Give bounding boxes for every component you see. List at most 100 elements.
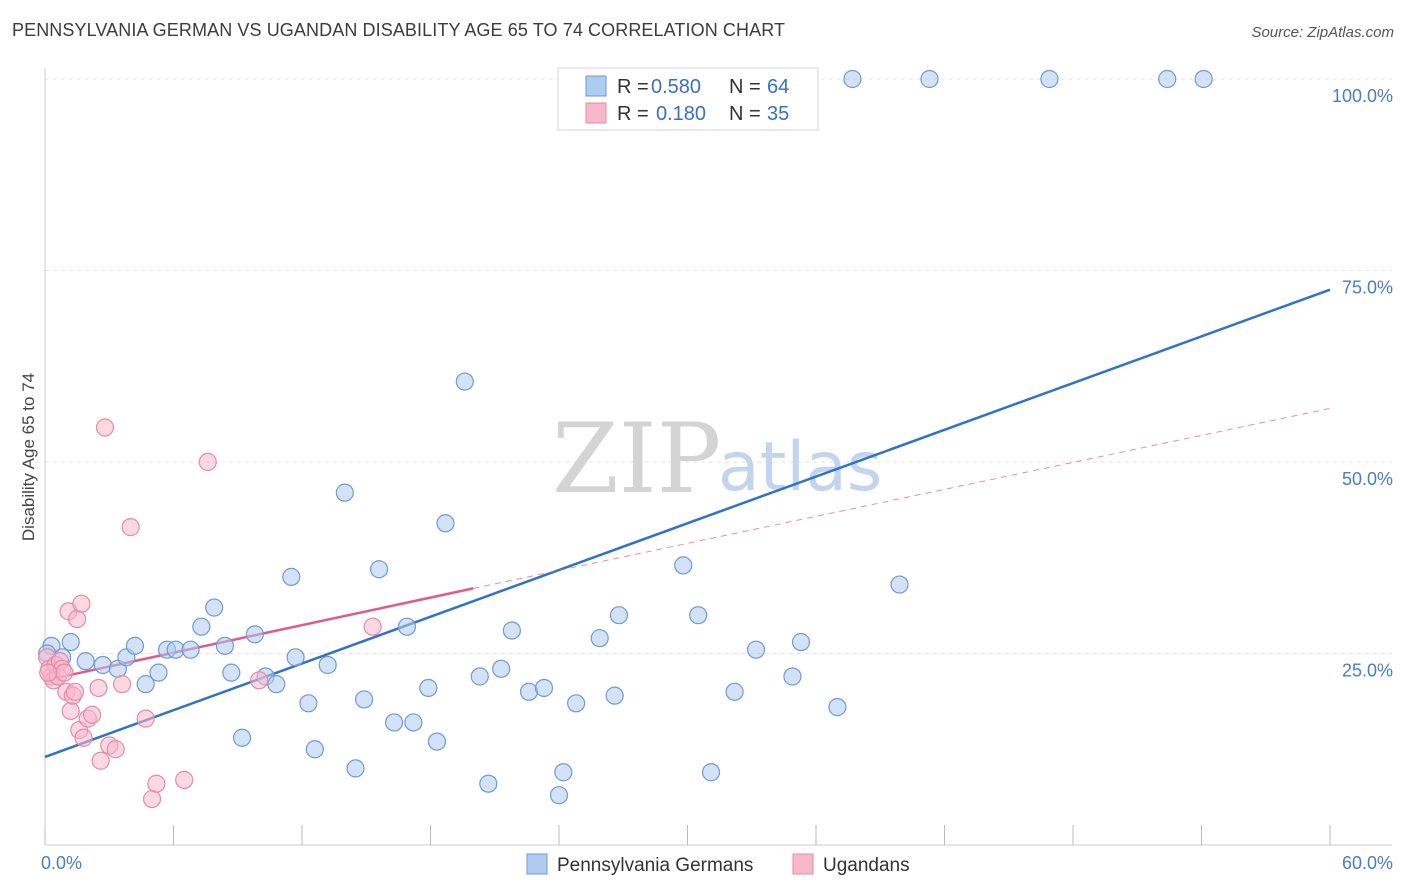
trend-line-ugandans-extended bbox=[473, 407, 1331, 589]
point-ugandans-25 bbox=[112, 675, 132, 694]
y-tick-label-3: 100.0% bbox=[1332, 86, 1393, 106]
point-pennsylvania-germans-41 bbox=[519, 682, 539, 701]
point-ugandans-27 bbox=[136, 709, 155, 728]
tick-labels: 25.0% 50.0% 75.0% 100.0% 0.0% 60.0% bbox=[41, 86, 1393, 873]
point-pennsylvania-germans-9 bbox=[149, 663, 168, 682]
point-ugandans-8 bbox=[55, 663, 74, 682]
point-pennsylvania-germans-62 bbox=[1194, 69, 1213, 89]
point-ugandans-14 bbox=[68, 609, 87, 629]
legend-r-value-2: 0.180 bbox=[656, 103, 706, 125]
point-pennsylvania-germans-37 bbox=[470, 667, 489, 686]
point-pennsylvania-germans-54 bbox=[783, 667, 802, 686]
point-pennsylvania-germans-28 bbox=[355, 690, 374, 709]
point-pennsylvania-germans-44 bbox=[549, 786, 569, 805]
point-ugandans-26 bbox=[121, 518, 140, 537]
axes bbox=[44, 68, 1392, 846]
point-pennsylvania-germans-39 bbox=[492, 659, 511, 678]
point-ugandans-13 bbox=[65, 682, 85, 701]
y-tick-label-0: 25.0% bbox=[1342, 661, 1393, 681]
point-pennsylvania-germans-21 bbox=[282, 567, 301, 587]
point-pennsylvania-germans-56 bbox=[828, 698, 847, 717]
chart-title: PENNSYLVANIA GERMAN VS UGANDAN DISABILIT… bbox=[12, 20, 786, 40]
point-pennsylvania-germans-42 bbox=[534, 678, 554, 698]
point-ugandans-31 bbox=[198, 452, 217, 472]
series-swatch-pennsylvania-germans bbox=[526, 853, 548, 875]
point-pennsylvania-germans-24 bbox=[305, 740, 324, 759]
watermark: ZIP atlas bbox=[552, 403, 882, 515]
point-pennsylvania-germans-26 bbox=[335, 483, 354, 502]
point-ugandans-32 bbox=[250, 671, 269, 690]
point-pennsylvania-germans-58 bbox=[890, 575, 909, 594]
point-pennsylvania-germans-3 bbox=[76, 652, 95, 671]
point-pennsylvania-germans-32 bbox=[404, 713, 423, 732]
correlation-legend: R = 0.580 N = 64 R = 0.180 N = 35 bbox=[557, 67, 819, 131]
point-pennsylvania-germans-38 bbox=[479, 774, 498, 793]
legend-swatch-pink bbox=[585, 102, 607, 124]
series-label-ugandans: Ugandans bbox=[823, 855, 910, 876]
point-pennsylvania-germans-51 bbox=[701, 763, 721, 782]
point-ugandans-11 bbox=[61, 701, 80, 721]
point-pennsylvania-germans-47 bbox=[605, 686, 624, 705]
y-tick-label-2: 75.0% bbox=[1342, 278, 1393, 298]
point-pennsylvania-germans-4 bbox=[93, 655, 112, 675]
point-pennsylvania-germans-25 bbox=[318, 655, 337, 675]
point-ugandans-22 bbox=[95, 418, 115, 437]
point-pennsylvania-germans-20 bbox=[267, 675, 286, 694]
point-pennsylvania-germans-22 bbox=[286, 648, 305, 667]
point-pennsylvania-germans-59 bbox=[920, 69, 939, 89]
point-pennsylvania-germans-40 bbox=[502, 621, 521, 640]
point-ugandans-29 bbox=[147, 774, 166, 793]
point-pennsylvania-germans-50 bbox=[689, 606, 708, 625]
trend-lines bbox=[44, 288, 1331, 759]
legend-swatch-blue bbox=[585, 75, 607, 97]
point-pennsylvania-germans-17 bbox=[232, 728, 252, 747]
legend-n-value-1: 64 bbox=[767, 76, 789, 98]
watermark-zip: ZIP bbox=[552, 403, 721, 515]
point-ugandans-17 bbox=[74, 728, 93, 747]
point-pennsylvania-germans-14 bbox=[205, 598, 224, 617]
watermark-atlas: atlas bbox=[718, 428, 882, 507]
legend-n-value-2: 35 bbox=[767, 103, 789, 125]
series-label-pennsylvania-germans: Pennsylvania Germans bbox=[557, 855, 753, 876]
point-pennsylvania-germans-61 bbox=[1158, 69, 1177, 89]
gridlines bbox=[45, 78, 1392, 654]
point-ugandans-21 bbox=[91, 751, 110, 770]
point-ugandans-19 bbox=[83, 705, 102, 724]
trend-line-pennsylvania-germans bbox=[44, 288, 1331, 759]
y-axis-title: Disability Age 65 to 74 bbox=[19, 373, 38, 541]
point-ugandans-20 bbox=[89, 678, 108, 698]
point-pennsylvania-germans-52 bbox=[725, 682, 744, 701]
series-swatch-ugandans bbox=[792, 853, 814, 875]
point-ugandans-30 bbox=[175, 770, 194, 789]
point-pennsylvania-germans-29 bbox=[370, 560, 389, 579]
point-ugandans-34 bbox=[39, 663, 58, 682]
point-pennsylvania-germans-45 bbox=[567, 694, 586, 713]
point-pennsylvania-germans-12 bbox=[181, 640, 200, 659]
legend-r-label-2: R = bbox=[617, 103, 649, 125]
point-pennsylvania-germans-48 bbox=[609, 606, 629, 625]
point-pennsylvania-germans-53 bbox=[746, 640, 766, 659]
point-pennsylvania-germans-27 bbox=[346, 759, 365, 778]
point-pennsylvania-germans-34 bbox=[427, 732, 447, 751]
x-tick-label-0: 0.0% bbox=[41, 853, 82, 873]
point-pennsylvania-germans-55 bbox=[791, 632, 811, 652]
point-pennsylvania-germans-7 bbox=[125, 636, 145, 655]
legend-r-value-1: 0.580 bbox=[651, 76, 701, 98]
point-pennsylvania-germans-31 bbox=[397, 617, 417, 636]
point-pennsylvania-germans-49 bbox=[674, 556, 693, 575]
point-pennsylvania-germans-36 bbox=[455, 372, 474, 391]
point-ugandans-24 bbox=[106, 740, 125, 759]
legend-r-label-1: R = bbox=[617, 76, 649, 98]
source-credit: Source: ZipAtlas.com bbox=[1251, 24, 1394, 41]
x-tick-label-1: 60.0% bbox=[1342, 853, 1393, 873]
point-pennsylvania-germans-30 bbox=[384, 713, 404, 732]
point-pennsylvania-germans-57 bbox=[843, 69, 862, 89]
legend-n-label-1: N = bbox=[729, 76, 761, 98]
legend-n-label-2: N = bbox=[729, 103, 761, 125]
point-pennsylvania-germans-8 bbox=[136, 675, 155, 694]
series-legend: Pennsylvania Germans Ugandans bbox=[526, 853, 910, 876]
point-pennsylvania-germans-13 bbox=[192, 617, 211, 636]
point-ugandans-33 bbox=[363, 617, 382, 636]
point-ugandans-16 bbox=[72, 594, 91, 613]
